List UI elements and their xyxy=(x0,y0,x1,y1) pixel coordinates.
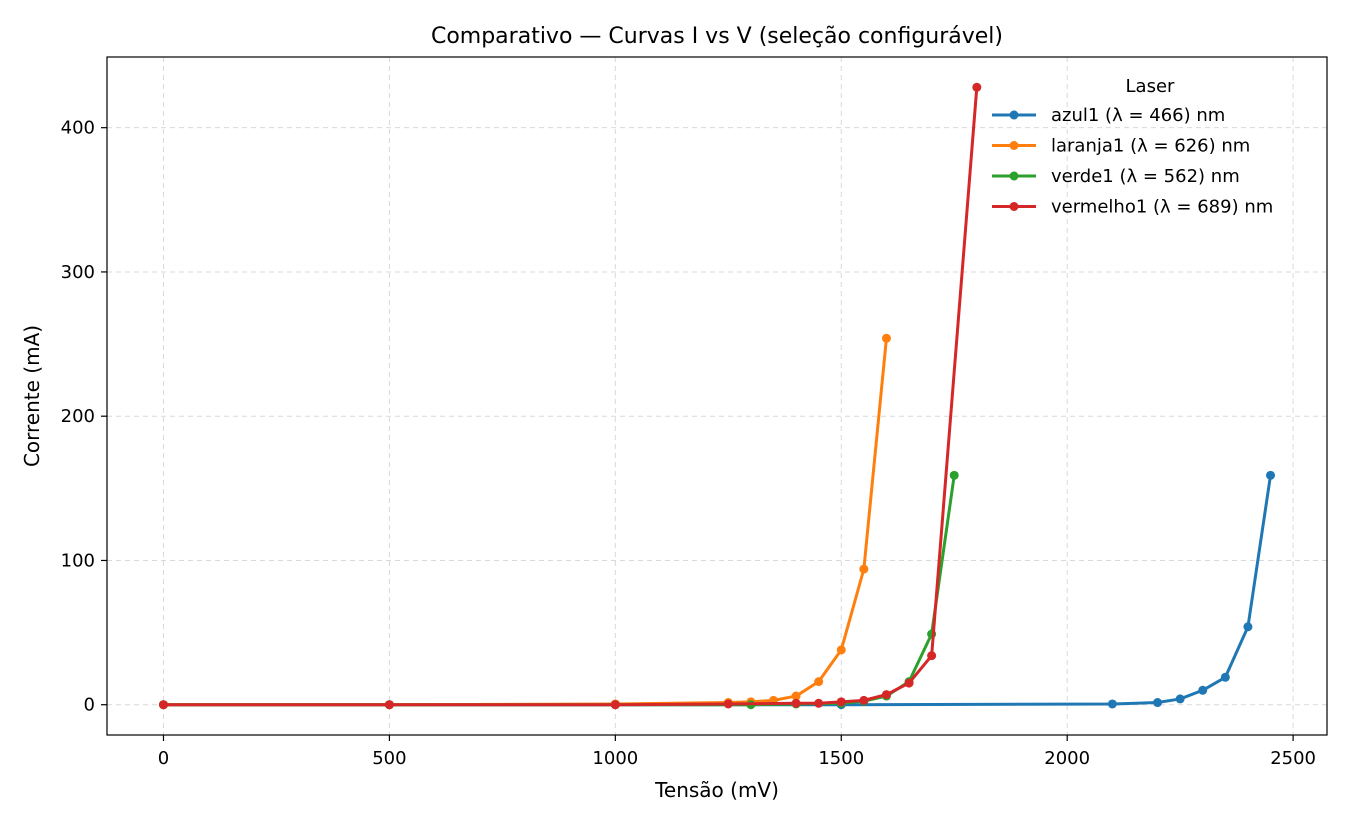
series-0 xyxy=(158,470,1276,710)
legend-label: azul1 (λ = 466) nm xyxy=(1051,105,1225,126)
data-point xyxy=(814,677,824,687)
plot-area-frame xyxy=(106,56,1328,736)
y-tick-label: 300 xyxy=(61,262,95,283)
legend-label: vermelho1 (λ = 689) nm xyxy=(1051,197,1273,218)
legend-item: azul1 (λ = 466) nm xyxy=(992,105,1225,126)
data-point xyxy=(814,698,824,708)
data-point xyxy=(1220,672,1230,682)
x-tick-label: 1500 xyxy=(818,748,864,769)
data-point xyxy=(949,470,959,480)
data-point xyxy=(836,645,846,655)
data-point xyxy=(1153,698,1163,708)
y-tick-label: 100 xyxy=(61,550,95,571)
data-point xyxy=(791,691,801,701)
legend-label: verde1 (λ = 562) nm xyxy=(1051,166,1240,187)
x-tick-label: 2000 xyxy=(1044,748,1090,769)
legend-title: Laser xyxy=(1126,76,1176,97)
x-axis-label: Tensão (mV) xyxy=(654,778,779,802)
legend-swatch-marker xyxy=(1009,141,1019,150)
chart-title: Comparativo — Curvas I vs V (seleção con… xyxy=(431,24,1003,49)
data-point xyxy=(384,700,394,710)
legend: Laser azul1 (λ = 466) nm laranja1 (λ = 62… xyxy=(992,76,1273,218)
x-tick-label: 1000 xyxy=(592,748,638,769)
data-point xyxy=(881,333,891,343)
data-point xyxy=(927,651,937,661)
data-point xyxy=(859,695,869,705)
y-axis: 0 100 200 300 400 xyxy=(61,118,107,716)
legend-swatch-marker xyxy=(1009,171,1019,181)
x-tick-label: 0 xyxy=(158,748,169,769)
legend-item: vermelho1 (λ = 689) nm xyxy=(992,197,1273,218)
data-point xyxy=(1243,622,1253,632)
data-point xyxy=(859,564,869,574)
series-line xyxy=(161,473,1273,707)
y-axis-label: Corrente (mA) xyxy=(20,325,44,467)
data-point xyxy=(723,699,733,709)
series-line xyxy=(161,336,888,707)
data-point xyxy=(1266,470,1276,480)
data-point xyxy=(791,698,801,708)
series-layer xyxy=(158,82,1276,710)
data-point xyxy=(158,700,168,710)
legend-swatch-marker xyxy=(1009,110,1019,120)
data-point xyxy=(1107,699,1117,709)
x-axis: 0 500 1000 1500 2000 2500 xyxy=(158,735,1316,769)
legend-item: laranja1 (λ = 626) nm xyxy=(992,136,1250,157)
series-2 xyxy=(158,470,959,710)
data-point xyxy=(881,690,891,700)
data-point xyxy=(904,678,914,688)
series-line xyxy=(161,473,956,707)
data-point xyxy=(836,697,846,707)
x-tick-label: 2500 xyxy=(1270,748,1316,769)
grid xyxy=(107,57,1327,735)
y-tick-label: 200 xyxy=(61,406,95,427)
data-point xyxy=(972,82,982,92)
x-tick-label: 500 xyxy=(372,748,406,769)
data-point xyxy=(1175,694,1185,704)
data-point xyxy=(1198,685,1208,695)
series-line xyxy=(161,85,979,707)
series-1 xyxy=(158,333,891,710)
legend-label: laranja1 (λ = 626) nm xyxy=(1051,136,1250,157)
legend-item: verde1 (λ = 562) nm xyxy=(992,166,1240,187)
y-tick-label: 0 xyxy=(84,695,95,716)
legend-swatch-marker xyxy=(1009,202,1019,211)
y-tick-label: 400 xyxy=(61,118,95,139)
series-3 xyxy=(158,82,982,710)
data-point xyxy=(610,700,620,710)
